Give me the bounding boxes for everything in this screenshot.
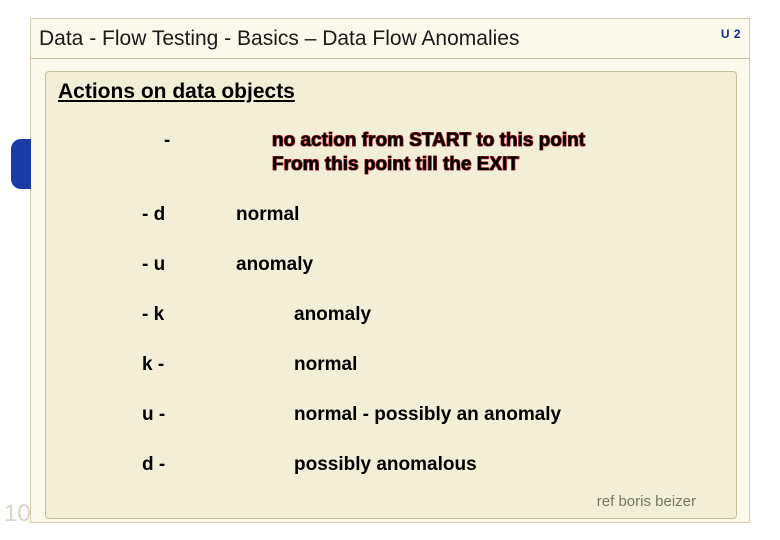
row-symbol: u - [142,404,165,426]
accent-shape [11,139,31,189]
row-desc: possibly anomalous [294,454,477,476]
row-symbol: - d [142,204,165,226]
dash-desc-line1: no action from START to this point [272,130,585,152]
content-panel: Actions on data objects - no action from… [45,71,737,519]
dash-symbol: - [164,130,170,152]
unit-badge: U 2 [721,27,741,41]
slide-frame: Data - Flow Testing - Basics – Data Flow… [30,18,750,523]
row-desc: normal [236,204,299,226]
row-symbol: d - [142,454,165,476]
page-number: 10 [4,500,31,528]
row-symbol: - u [142,254,165,276]
title-bar: Data - Flow Testing - Basics – Data Flow… [31,19,749,59]
row-desc: anomaly [236,254,313,276]
section-heading: Actions on data objects [58,80,295,104]
slide-title: Data - Flow Testing - Basics – Data Flow… [39,27,519,51]
row-symbol: - k [142,304,164,326]
row-desc: normal - possibly an anomaly [294,404,561,426]
row-symbol: k - [142,354,164,376]
row-desc: anomaly [294,304,371,326]
row-desc: normal [294,354,357,376]
dash-desc-line2: From this point till the EXIT [272,154,519,176]
reference-text: ref boris beizer [597,493,696,510]
